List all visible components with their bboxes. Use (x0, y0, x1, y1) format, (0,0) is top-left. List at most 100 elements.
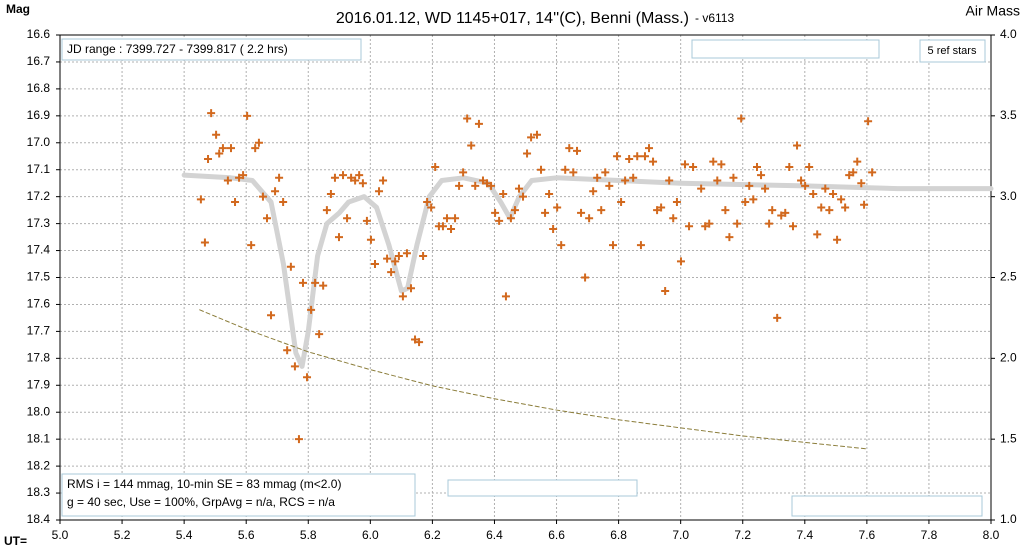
data-point (761, 184, 770, 193)
data-point (593, 173, 602, 182)
y2-tick-label: 1.0 (1000, 512, 1017, 526)
data-point (275, 173, 284, 182)
y2-tick-label: 2.0 (1000, 351, 1017, 365)
data-point (753, 163, 762, 172)
data-point (853, 157, 862, 166)
data-point (565, 144, 574, 153)
data-point (311, 278, 320, 287)
y2-axis-label: Air Mass (966, 3, 1020, 19)
data-point (745, 181, 754, 190)
data-point (649, 157, 658, 166)
data-point (226, 144, 235, 153)
data-point (733, 219, 742, 228)
x-tick-label: 7.8 (921, 528, 938, 542)
data-point (303, 373, 312, 382)
y-tick-label: 17.1 (27, 162, 51, 176)
data-point (347, 173, 356, 182)
data-point (355, 171, 364, 180)
y-tick-label: 16.7 (27, 54, 51, 68)
data-point (725, 233, 734, 242)
data-point (621, 176, 630, 185)
data-point (423, 198, 432, 207)
data-point (636, 241, 645, 250)
y-tick-label: 16.6 (27, 27, 51, 41)
x-axis-label: UT= (4, 534, 27, 548)
y2-tick-label: 1.5 (1000, 431, 1017, 445)
data-point (495, 216, 504, 225)
data-point (833, 235, 842, 244)
data-point (447, 225, 456, 233)
x-tick-label: 6.2 (424, 528, 441, 542)
data-point (427, 203, 436, 212)
data-point (290, 362, 299, 371)
data-point (640, 152, 649, 161)
data-point (339, 171, 348, 180)
data-point (532, 130, 541, 139)
data-point (196, 195, 205, 204)
y-tick-label: 18.2 (27, 458, 51, 472)
data-point (243, 111, 252, 120)
data-point (391, 257, 400, 266)
x-tick-label: 5.0 (52, 528, 69, 542)
data-point (251, 144, 260, 153)
data-point (645, 144, 654, 153)
data-point (777, 211, 786, 220)
y2-tick-label: 3.0 (1000, 189, 1017, 203)
data-point (379, 176, 388, 185)
data-point (451, 214, 460, 223)
data-point (797, 176, 806, 185)
data-point (235, 173, 244, 182)
data-point (617, 198, 626, 207)
data-point (366, 235, 375, 244)
x-tick-label: 6.8 (610, 528, 627, 542)
data-point (471, 181, 480, 190)
data-point (247, 241, 256, 250)
jd-range: JD range : 7399.727 - 7399.817 ( 2.2 hrs… (67, 42, 288, 56)
data-point (431, 163, 440, 172)
data-point (330, 173, 339, 182)
y-tick-label: 17.8 (27, 351, 51, 365)
y-tick-label: 18.3 (27, 485, 51, 499)
title: 2016.01.12, WD 1145+017, 14''(C), Benni … (336, 10, 689, 27)
data-point (442, 214, 451, 223)
data-point (701, 222, 710, 231)
data-point (721, 206, 730, 215)
data-point (609, 241, 618, 250)
data-point (549, 225, 558, 233)
data-point (821, 184, 830, 193)
data-point (741, 198, 750, 207)
data-point (569, 168, 578, 177)
x-tick-label: 5.8 (300, 528, 317, 542)
data-point (857, 179, 866, 188)
y-tick-label: 17.6 (27, 297, 51, 311)
data-point (351, 176, 360, 185)
data-point (605, 181, 614, 190)
data-point (267, 311, 276, 320)
data-point (681, 160, 690, 169)
data-point (689, 163, 698, 172)
x-tick-label: 6.6 (548, 528, 565, 542)
data-point (717, 160, 726, 169)
data-point (813, 230, 822, 239)
data-point (697, 184, 706, 193)
data-point (483, 179, 492, 188)
data-point (212, 130, 221, 139)
x-tick-label: 7.4 (796, 528, 813, 542)
data-point (829, 189, 838, 198)
x-tick-label: 7.2 (734, 528, 751, 542)
data-point (215, 149, 224, 158)
data-point (499, 189, 508, 198)
info-box (61, 38, 362, 61)
data-point (527, 133, 536, 142)
y-tick-label: 18.0 (27, 404, 51, 418)
data-point (402, 249, 411, 258)
data-point (262, 214, 271, 223)
y-tick-label: 17.4 (27, 243, 51, 257)
data-point (729, 173, 738, 182)
data-point (438, 222, 447, 231)
data-point (455, 181, 464, 190)
data-point (383, 254, 392, 263)
x-tick-label: 6.0 (362, 528, 379, 542)
data-point (713, 176, 722, 185)
